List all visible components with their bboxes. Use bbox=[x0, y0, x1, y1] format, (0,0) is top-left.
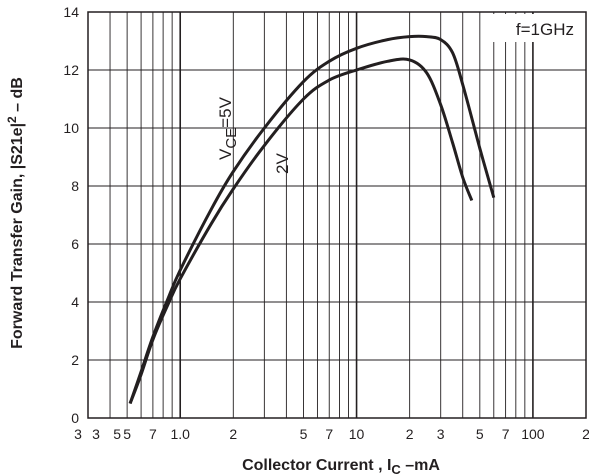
x-tick-label: 7 bbox=[149, 426, 157, 442]
y-tick-label: 10 bbox=[63, 120, 79, 136]
x-tick-label: 5 bbox=[476, 426, 484, 442]
x-tick-label: 10 bbox=[349, 426, 365, 442]
y-tick-labels: 0 2 4 6 8 10 12 14 bbox=[63, 4, 79, 426]
v2-label: 2V bbox=[273, 153, 292, 174]
vce-5v-label: VCE=5V bbox=[216, 96, 240, 160]
y-tick-label: 4 bbox=[71, 294, 79, 310]
x-tick-label: 1.0 bbox=[170, 426, 190, 442]
frequency-annotation: f=1GHz bbox=[493, 14, 576, 42]
vce-5v-prefix: V bbox=[216, 148, 235, 160]
x-tick-label: 2 bbox=[229, 426, 237, 442]
x-axis-title-main: Collector Current , I bbox=[242, 457, 391, 474]
x-tick-labels: 3 5 7 1.0 2 5 7 10 2 3 5 7 100 23 5 bbox=[74, 426, 589, 442]
x-tick-label: 7 bbox=[502, 426, 510, 442]
x-tick-label: 3 bbox=[92, 426, 100, 442]
x-tick-label-extra: 5 bbox=[113, 426, 121, 442]
y-axis-title-suffix: – dB bbox=[9, 77, 26, 116]
vce-5v-suffix: =5V bbox=[216, 96, 235, 127]
x-tick-label: 2 bbox=[582, 426, 589, 442]
x-tick-label: 2 bbox=[406, 426, 414, 442]
vce-5v-sub: CE bbox=[223, 128, 240, 149]
series-line-2v bbox=[128, 57, 474, 405]
x-tick-label: 7 bbox=[325, 426, 333, 442]
x-axis-title: Collector Current , IC –mA bbox=[242, 457, 440, 476]
y-axis-title-main: Forward Transfer Gain, |S21e| bbox=[9, 123, 26, 349]
frequency-label: f=1GHz bbox=[516, 20, 574, 39]
y-tick-label: 0 bbox=[71, 410, 79, 426]
y-tick-label: 2 bbox=[71, 352, 79, 368]
y-axis-title-sup: 2 bbox=[5, 116, 19, 123]
x-tick-label: 5 bbox=[123, 426, 131, 442]
grid-lines bbox=[88, 11, 586, 419]
frequency-label-background bbox=[493, 14, 576, 42]
y-tick-label: 14 bbox=[63, 4, 79, 20]
plot-frame bbox=[87, 11, 587, 419]
series-lines bbox=[128, 34, 496, 405]
y-tick-label: 6 bbox=[71, 236, 79, 252]
x-axis-title-suffix: –mA bbox=[401, 457, 441, 474]
x-axis-title-sub: C bbox=[391, 462, 401, 476]
x-tick-label-extra: 3 bbox=[74, 426, 82, 442]
x-tick-label: 5 bbox=[300, 426, 308, 442]
series-line-vce-5v bbox=[128, 34, 496, 405]
y-tick-label: 12 bbox=[63, 62, 79, 78]
x-tick-label: 100 bbox=[521, 426, 545, 442]
y-axis-title: Forward Transfer Gain, |S21e|2 – dB bbox=[5, 77, 26, 349]
y-tick-label: 8 bbox=[71, 178, 79, 194]
x-tick-label: 3 bbox=[437, 426, 445, 442]
